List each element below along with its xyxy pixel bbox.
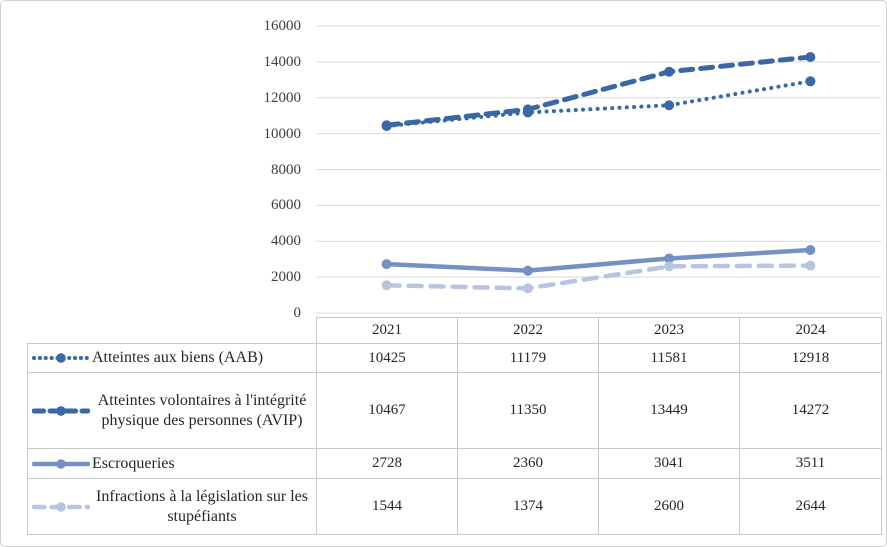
- data-table: 2021 2022 2023 2024 Atteintes aux biens …: [27, 317, 882, 535]
- legend-item-aab: Atteintes aux biens (AAB): [28, 347, 316, 368]
- table-cell: 11581: [598, 343, 740, 373]
- y-axis-labels: 0 2000 4000 6000 8000 10000 12000 14000 16000: [1, 1, 304, 321]
- table-cell: 2360: [457, 448, 599, 479]
- year-header: 2022: [457, 317, 599, 344]
- y-axis-tick-label: 16000: [263, 18, 302, 34]
- table-cell: 1544: [316, 478, 458, 535]
- table-cell: 11179: [457, 343, 599, 373]
- legend-label: Infractions à la législation sur les stu…: [96, 488, 308, 525]
- table-cell: 1374: [457, 478, 599, 535]
- y-axis-tick-label: 4000: [271, 233, 301, 250]
- table-cell: 3511: [739, 448, 882, 479]
- legend-label: Escroqueries: [92, 454, 175, 472]
- y-axis-tick-label: 14000: [263, 53, 302, 70]
- table-cell: 3041: [598, 448, 740, 479]
- table-cell: 14272: [739, 372, 882, 449]
- table-cell: 13449: [598, 372, 740, 449]
- y-axis-tick-label: 12000: [263, 89, 302, 106]
- table-cell: 10467: [316, 372, 458, 449]
- legend-key-dotted-line-icon: [32, 353, 90, 363]
- year-header: 2024: [739, 317, 882, 344]
- line-chart-plot-area: [316, 25, 881, 314]
- table-cell: 10425: [316, 343, 458, 373]
- y-axis-tick-label: 2000: [271, 269, 301, 286]
- table-header-row: 2021 2022 2023 2024: [28, 317, 882, 344]
- y-axis-tick-label: 0: [293, 305, 302, 321]
- table-row: Infractions à la législation sur les stu…: [27, 478, 882, 535]
- legend-key-solid-line-icon: [32, 458, 90, 469]
- table-cell: 2644: [739, 478, 882, 535]
- legend-label: Atteintes volontaires à l'intégrité phys…: [97, 392, 307, 429]
- y-axis-tick-label: 6000: [271, 197, 301, 214]
- legend-key-light-dashed-line-icon: [32, 501, 90, 512]
- legend-item-avip: Atteintes volontaires à l'intégrité phys…: [28, 390, 316, 430]
- legend-item-escroqueries: Escroqueries: [28, 453, 316, 474]
- year-header: 2023: [598, 317, 740, 344]
- table-cell: 12918: [739, 343, 882, 373]
- year-header: 2021: [316, 317, 458, 344]
- table-row: Atteintes aux biens (AAB) 10425 11179 11…: [27, 343, 882, 373]
- legend-label: Atteintes aux biens (AAB): [92, 349, 264, 367]
- table-cell: 11350: [457, 372, 599, 449]
- legend-key-dashed-line-icon: [32, 405, 90, 416]
- y-axis-tick-label: 10000: [263, 125, 302, 142]
- table-row: Atteintes volontaires à l'intégrité phys…: [27, 372, 882, 449]
- table-cell: 2600: [598, 478, 740, 535]
- table-corner-cell: [28, 318, 317, 344]
- y-axis-tick-label: 8000: [271, 161, 301, 178]
- legend-item-stupefiants: Infractions à la législation sur les stu…: [28, 486, 316, 526]
- table-cell: 2728: [316, 448, 458, 479]
- table-row: Escroqueries 2728 2360 3041 3511: [27, 448, 882, 479]
